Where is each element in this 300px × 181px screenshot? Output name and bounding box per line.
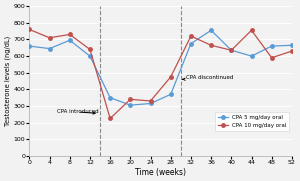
CPA 5 mg/day oral [28, 45, 31, 47]
CPA 10 mg/day oral [230, 49, 233, 51]
CPA 5 mg/day oral [68, 39, 72, 41]
CPA 10 mg/day oral [108, 117, 112, 119]
CPA 10 mg/day oral [48, 37, 51, 39]
CPA 10 mg/day oral [250, 29, 253, 31]
CPA 5 mg/day oral [48, 47, 51, 50]
CPA 10 mg/day oral [68, 33, 72, 35]
CPA 5 mg/day oral [290, 44, 294, 46]
CPA 5 mg/day oral [169, 93, 172, 95]
CPA 5 mg/day oral [128, 104, 132, 106]
CPA 10 mg/day oral [88, 48, 92, 50]
CPA 5 mg/day oral [189, 43, 193, 45]
CPA 5 mg/day oral [250, 55, 253, 57]
CPA 10 mg/day oral [149, 100, 152, 102]
CPA 10 mg/day oral [290, 50, 294, 52]
CPA 10 mg/day oral [270, 57, 274, 59]
CPA 5 mg/day oral [230, 49, 233, 51]
Y-axis label: Testosterone levels (ng/dL): Testosterone levels (ng/dL) [4, 36, 11, 126]
CPA 10 mg/day oral [189, 35, 193, 37]
CPA 5 mg/day oral [149, 102, 152, 105]
Text: CPA introduced: CPA introduced [57, 110, 99, 114]
CPA 5 mg/day oral [270, 45, 274, 47]
CPA 10 mg/day oral [28, 28, 31, 31]
CPA 5 mg/day oral [209, 29, 213, 31]
Text: CPA discontinued: CPA discontinued [183, 75, 233, 80]
Line: CPA 5 mg/day oral: CPA 5 mg/day oral [28, 29, 294, 107]
Legend: CPA 5 mg/day oral, CPA 10 mg/day oral: CPA 5 mg/day oral, CPA 10 mg/day oral [215, 112, 289, 131]
Line: CPA 10 mg/day oral: CPA 10 mg/day oral [28, 28, 294, 120]
CPA 5 mg/day oral [108, 97, 112, 99]
CPA 10 mg/day oral [209, 44, 213, 46]
CPA 10 mg/day oral [169, 76, 172, 78]
CPA 5 mg/day oral [88, 55, 92, 57]
CPA 10 mg/day oral [128, 98, 132, 100]
X-axis label: Time (weeks): Time (weeks) [135, 168, 186, 177]
